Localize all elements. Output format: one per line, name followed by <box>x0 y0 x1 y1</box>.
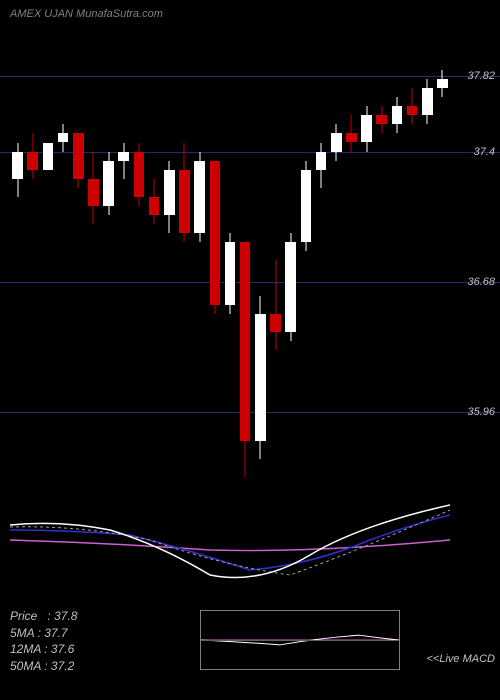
ticker-label: UJAN <box>44 8 73 20</box>
price-axis-label: 35.96 <box>467 406 495 418</box>
chart-header: AMEX UJAN MunafaSutra.com <box>10 8 163 20</box>
macd-box <box>200 610 400 670</box>
moving-average-area <box>10 495 450 595</box>
ma50-label: 50MA <box>10 659 41 673</box>
price-axis-label: 37.4 <box>474 146 495 158</box>
exchange-label: AMEX <box>10 8 41 20</box>
ma5-line <box>10 505 450 578</box>
macd-label: <<Live MACD <box>427 653 495 665</box>
stock-chart: AMEX UJAN MunafaSutra.com 37.82 37.4 36.68… <box>0 0 500 700</box>
candlestick-area[interactable] <box>10 25 450 495</box>
ma50-row: 50MA : 37.2 <box>10 658 77 675</box>
price-label: Price <box>10 609 37 623</box>
price-value: 37.8 <box>54 609 77 623</box>
ma-svg <box>10 495 450 595</box>
ma12-label: 12MA <box>10 642 41 656</box>
ma12-value: 37.6 <box>51 642 74 656</box>
ma5-label: 5MA <box>10 626 34 640</box>
price-info-box: Price : 37.8 5MA : 37.7 12MA : 37.6 50MA… <box>10 608 77 675</box>
ma50-line <box>10 540 450 551</box>
price-axis-label: 37.82 <box>467 70 495 82</box>
ma5-value: 37.7 <box>44 626 67 640</box>
source-label: MunafaSutra.com <box>76 8 163 20</box>
macd-midline <box>201 640 399 641</box>
ma12-row: 12MA : 37.6 <box>10 641 77 658</box>
price-axis-label: 36.68 <box>467 276 495 288</box>
ma5-row: 5MA : 37.7 <box>10 625 77 642</box>
price-row: Price : 37.8 <box>10 608 77 625</box>
ma50-value: 37.2 <box>51 659 74 673</box>
